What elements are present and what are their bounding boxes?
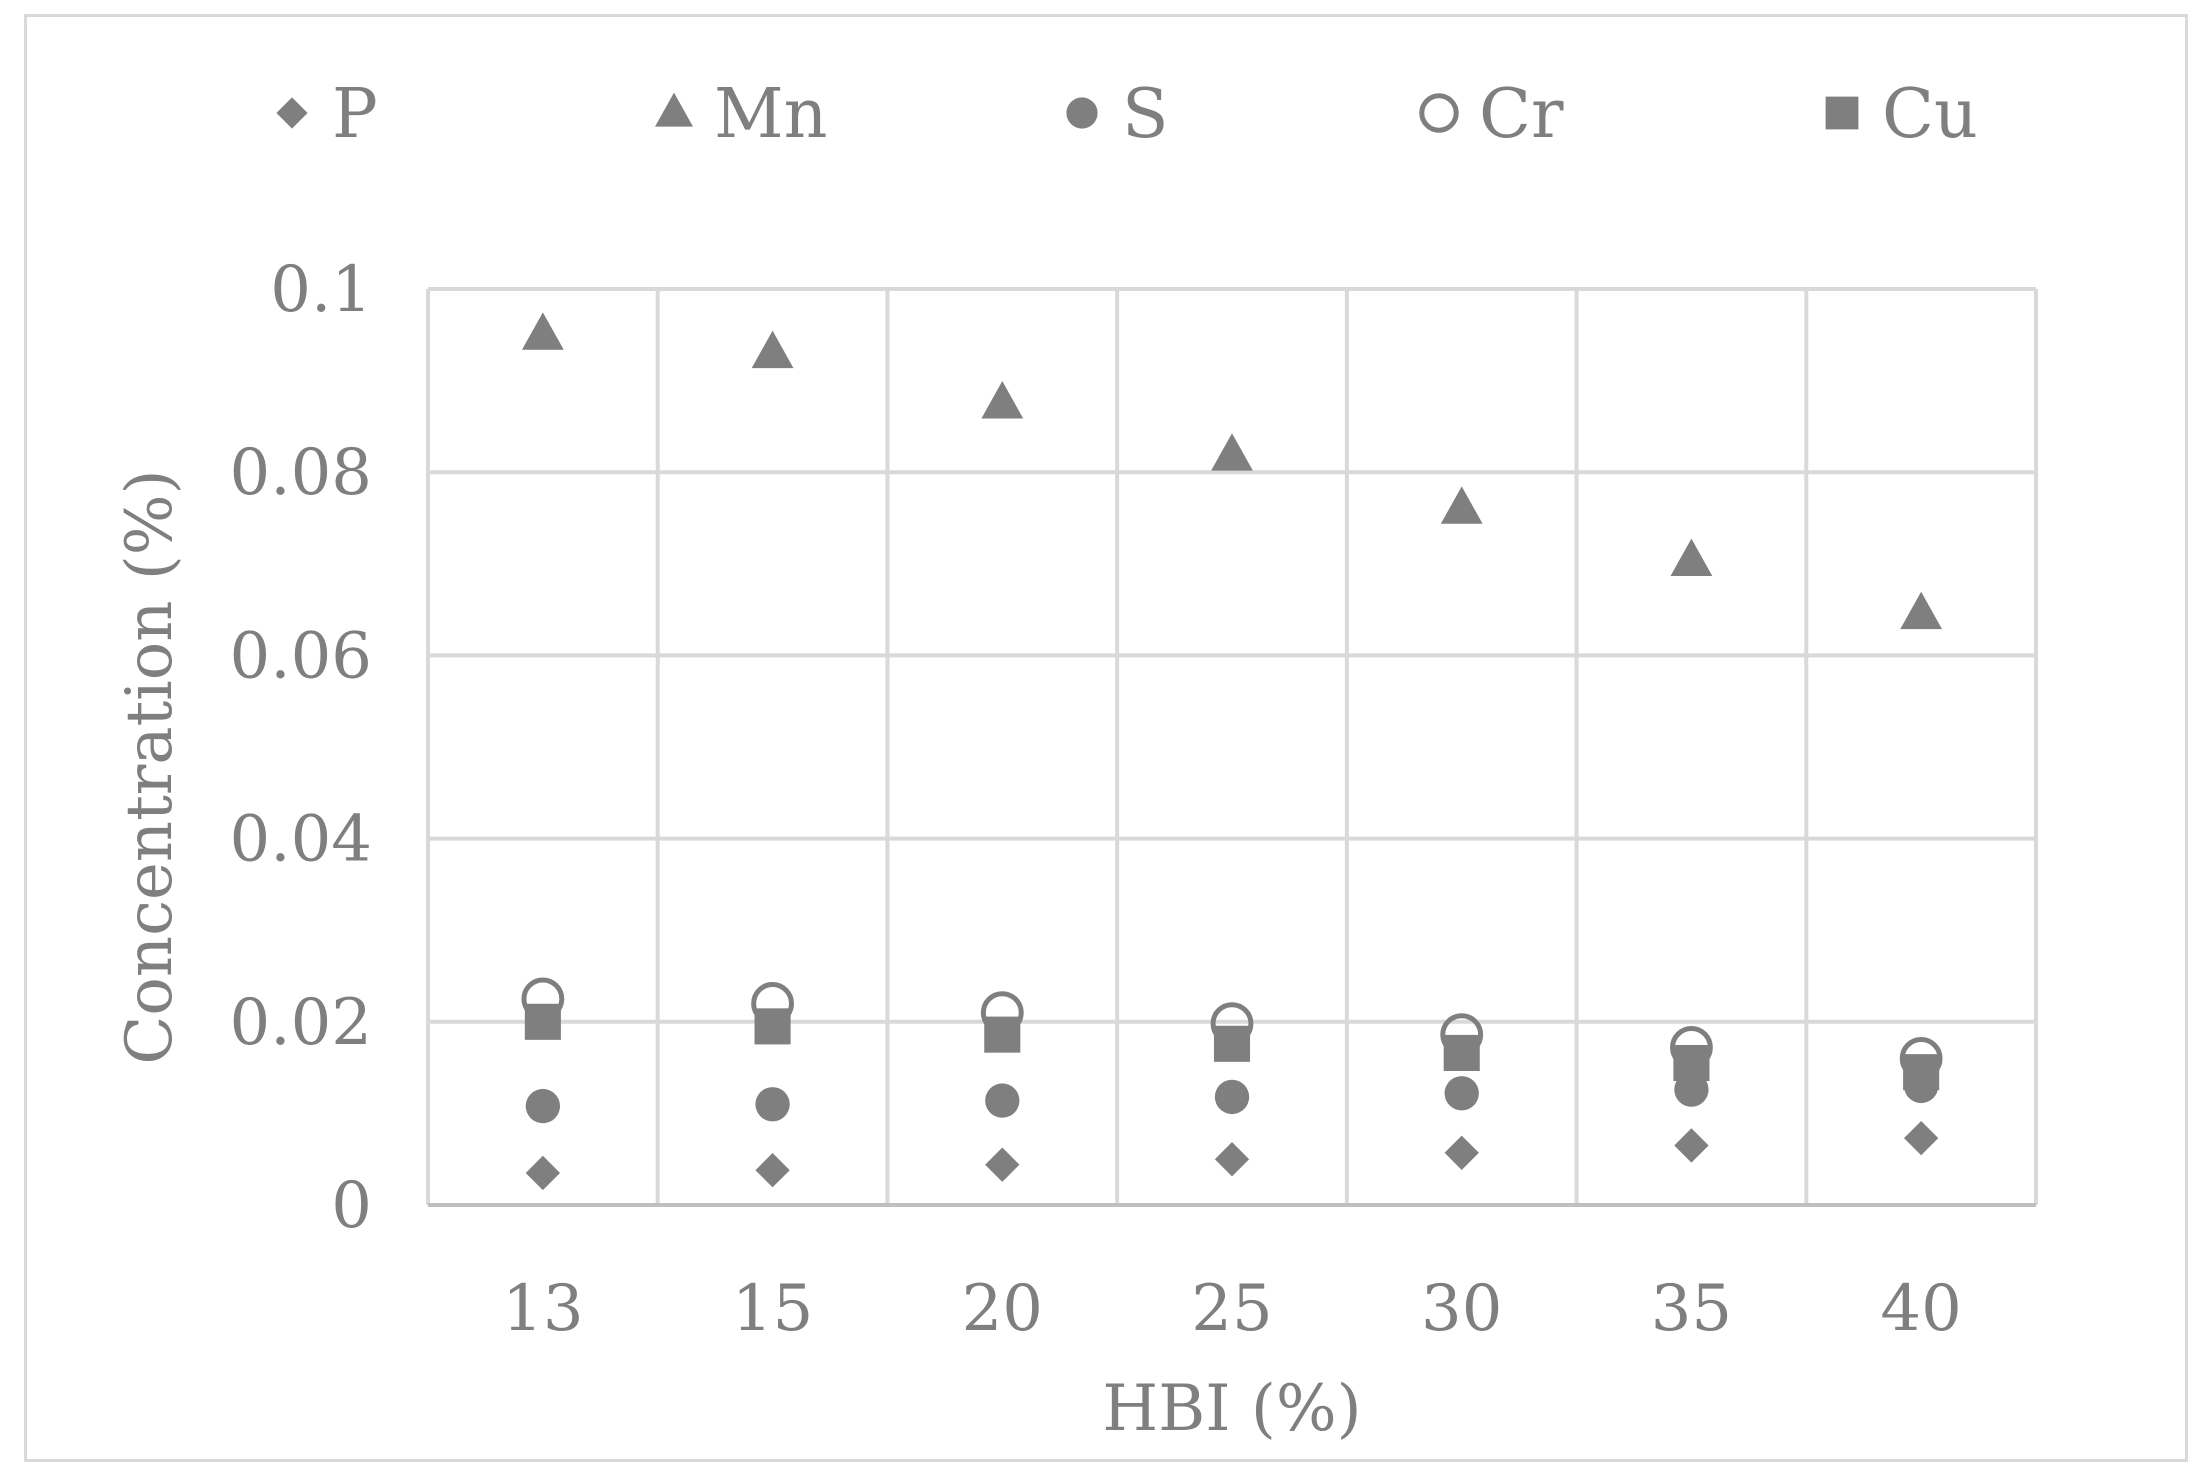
legend-marker-s: [1066, 97, 1098, 129]
legend-label-cr: Cr: [1479, 75, 1564, 154]
x-axis: 13 15 20 25 30 35 40: [428, 1203, 2036, 1346]
y-tick-label: 0.08: [230, 436, 373, 510]
data-point-mn: [1440, 486, 1483, 524]
y-tick-label: 0.04: [230, 803, 373, 877]
x-tick-label: 20: [962, 1272, 1043, 1346]
y-axis: 0 0.02 0.04 0.06 0.08 0.1: [230, 253, 373, 1243]
data-point-s: [985, 1083, 1020, 1118]
data-point-s: [1214, 1079, 1250, 1115]
data-point-p: [1903, 1120, 1939, 1156]
x-tick-label: 35: [1651, 1272, 1732, 1346]
y-axis-title: Concentration (%): [113, 469, 187, 1064]
y-tick-label: 0.1: [270, 253, 372, 327]
legend-marker-cr: [1419, 93, 1459, 133]
scatter-chart: P Mn S Cr Cu 13 15 20 25 30 35 40 0 0.02 0.04 0.06 0.0…: [113, 75, 2038, 1446]
legend-label-p: P: [332, 75, 378, 154]
data-point-mn: [521, 312, 564, 350]
x-axis-title: HBI (%): [1102, 1372, 1361, 1446]
data-point-mn: [1211, 433, 1253, 471]
legend-label-mn: Mn: [714, 75, 827, 154]
y-tick-label: 0: [331, 1169, 372, 1243]
legend-marker-p: [276, 97, 308, 129]
data-point-p: [1674, 1128, 1709, 1163]
data-point-cu: [1443, 1034, 1480, 1071]
data-point-mn: [1900, 591, 1943, 630]
data-point-p: [1444, 1135, 1479, 1170]
data-point-s: [525, 1088, 561, 1124]
data-point-cu: [524, 1003, 561, 1040]
data-point-mn: [751, 330, 794, 369]
legend-marker-mn: [655, 92, 693, 127]
y-tick-label: 0.02: [230, 986, 373, 1060]
data-point-mn: [1670, 538, 1713, 577]
data-point-p: [1214, 1142, 1250, 1177]
data-point-s: [755, 1087, 790, 1122]
data-point-s: [1444, 1076, 1479, 1111]
y-tick-label: 0.06: [230, 619, 373, 693]
legend-label-s: S: [1122, 75, 1169, 154]
legend-label-cu: Cu: [1882, 75, 1978, 154]
x-tick-label: 25: [1191, 1272, 1272, 1346]
data-point-s: [1674, 1072, 1709, 1107]
data-point-s: [1903, 1068, 1939, 1104]
data-point-mn: [981, 381, 1024, 419]
chart-frame: P Mn S Cr Cu 13 15 20 25 30 35 40 0 0.02 0.04 0.06 0.0…: [24, 14, 2188, 1462]
x-tick-label: 30: [1421, 1272, 1502, 1346]
data-point-cu: [984, 1016, 1021, 1053]
x-tick-label: 15: [732, 1272, 813, 1346]
data-point-p: [525, 1155, 561, 1191]
data-point-cu: [1213, 1025, 1251, 1062]
gridlines: [426, 287, 2038, 1207]
data-point-cu: [754, 1008, 791, 1045]
data-point-p: [755, 1153, 790, 1188]
data-point-p: [985, 1147, 1020, 1182]
x-tick-label: 40: [1880, 1272, 1961, 1346]
data-markers: [521, 312, 1943, 1191]
legend-marker-cu: [1825, 96, 1859, 130]
x-tick-label: 13: [502, 1272, 583, 1346]
legend: P Mn S Cr Cu: [276, 75, 1978, 154]
